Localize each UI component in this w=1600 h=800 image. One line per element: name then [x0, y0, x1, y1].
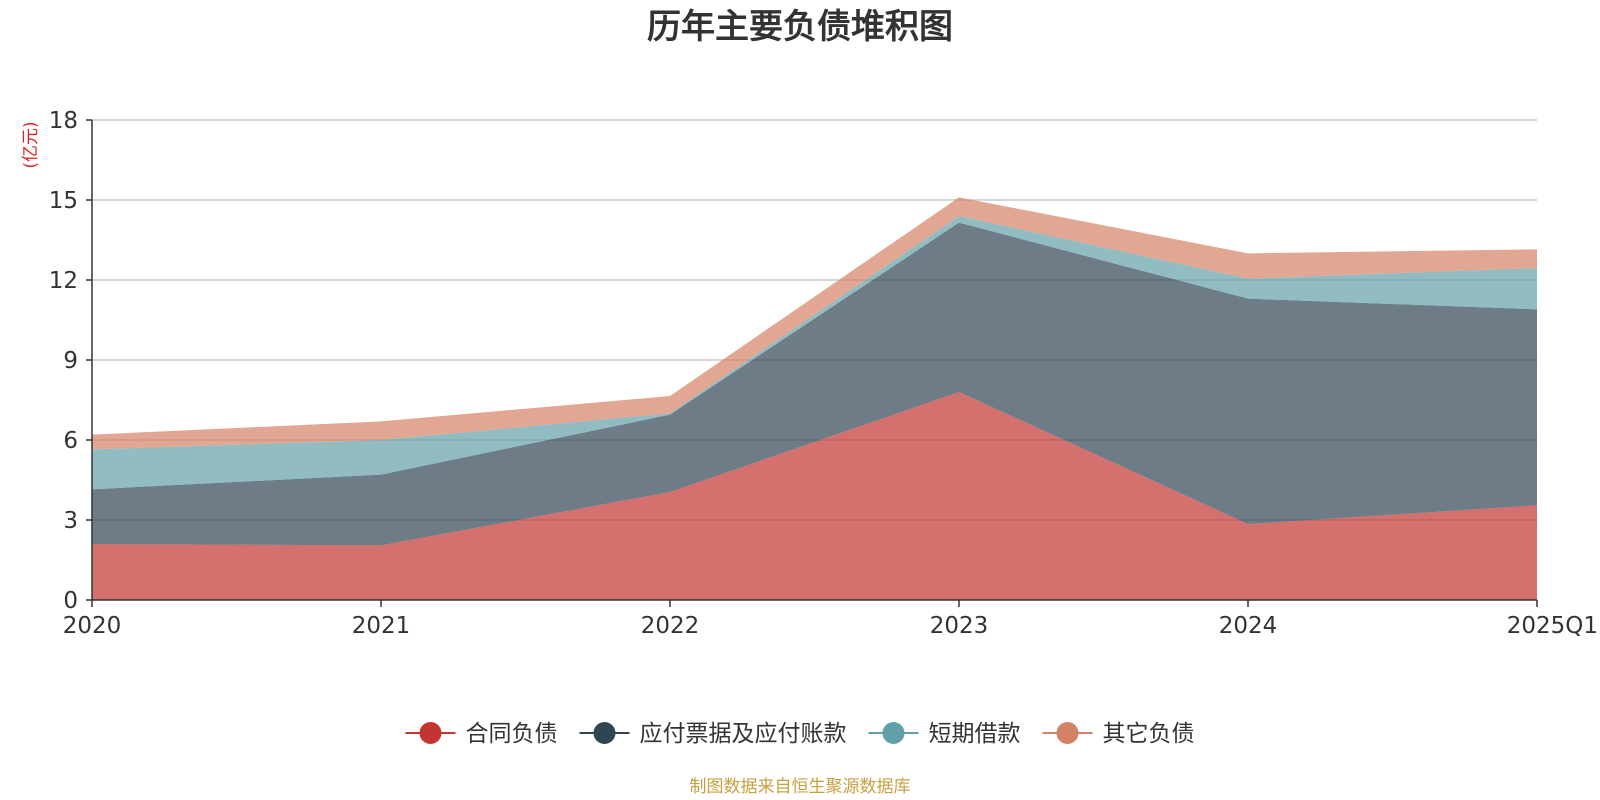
x-tick-label-2021: 2021: [352, 613, 411, 639]
legend[interactable]: 合同负债 应付票据及应付账款 短期借款 其它负债: [405, 721, 1195, 747]
x-tick-label-2022: 2022: [641, 613, 700, 639]
area-series-4: [92, 197, 1537, 450]
y-tick-label-9: 9: [63, 348, 78, 374]
area-series-3: [92, 216, 1537, 490]
area-series: [92, 197, 1537, 600]
chart-title: 历年主要负债堆积图: [647, 7, 953, 47]
legend-item-4[interactable]: 其它负债: [1042, 721, 1195, 747]
legend-marker: [1056, 722, 1079, 744]
legend-label: 应付票据及应付账款: [640, 721, 847, 747]
legend-label: 短期借款: [929, 721, 1021, 747]
y-tick-label-12: 12: [49, 268, 78, 294]
legend-marker: [882, 722, 905, 744]
y-tick-label-18: 18: [49, 108, 78, 134]
y-tick-label-15: 15: [49, 188, 78, 214]
x-tick-label-2024: 2024: [1219, 613, 1278, 639]
legend-label: 合同负债: [466, 721, 558, 747]
data-source-note: 制图数据来自恒生聚源数据库: [690, 777, 911, 797]
legend-item-2[interactable]: 应付票据及应付账款: [579, 721, 847, 747]
y-tick-label-3: 3: [63, 508, 78, 534]
axes: 0 3 6 9 12 15 18 2020 2021 2022 2023 2024 2025Q1: [49, 108, 1598, 639]
x-tick-label-2025Q1: 2025Q1: [1507, 613, 1598, 639]
legend-item-3[interactable]: 短期借款: [868, 721, 1021, 747]
y-axis-unit: (亿元): [21, 121, 41, 168]
legend-item-1[interactable]: 合同负债: [405, 721, 558, 747]
legend-marker: [419, 722, 442, 744]
area-series-1: [92, 392, 1537, 600]
x-tick-label-2023: 2023: [930, 613, 989, 639]
y-tick-label-0: 0: [63, 588, 78, 614]
x-tick-label-2020: 2020: [63, 613, 122, 639]
y-tick-label-6: 6: [63, 428, 78, 454]
legend-label: 其它负债: [1103, 721, 1195, 747]
area-series-2: [92, 222, 1537, 546]
legend-marker: [593, 722, 616, 744]
